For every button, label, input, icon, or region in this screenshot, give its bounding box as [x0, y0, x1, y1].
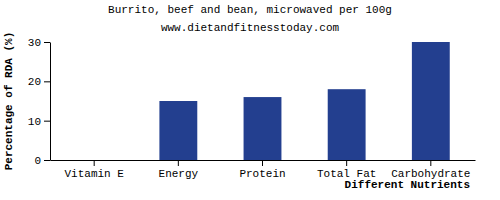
- x-tick-mark: [262, 160, 263, 166]
- title: Burrito, beef and bean, microwaved per 1…: [108, 4, 392, 16]
- y-tick: 10: [28, 116, 50, 128]
- x-tick: Carbohydrate: [391, 160, 470, 180]
- x-tick-label: Total Fat: [317, 168, 376, 180]
- y-tick-label: 30: [28, 37, 41, 49]
- y-tick: 30: [28, 37, 50, 49]
- bar: [328, 89, 366, 160]
- axis-line: [50, 43, 51, 161]
- y-tick-mark: [44, 121, 50, 122]
- x-tick: Protein: [239, 160, 285, 180]
- subtitle: www.dietandfitnesstoday.com: [161, 22, 340, 34]
- y-tick-label: 10: [28, 116, 41, 128]
- y-axis-title: Percentage of RDA (%): [3, 32, 15, 171]
- x-axis-title: Different Nutrients: [345, 179, 470, 191]
- x-tick-mark: [94, 160, 95, 166]
- bar: [75, 160, 113, 161]
- bar: [244, 97, 282, 160]
- plot: 0 10 20 30 Vitamin E Energy Protein Total Fat Ca…: [28, 37, 476, 180]
- y-tick-mark: [44, 81, 50, 82]
- x-tick: Energy: [159, 160, 199, 180]
- x-tick-label: Carbohydrate: [391, 168, 470, 180]
- x-tick-label: Vitamin E: [64, 168, 124, 180]
- y-tick: 0: [34, 155, 50, 167]
- x-tick-mark: [178, 160, 179, 166]
- x-tick-mark: [430, 160, 431, 166]
- y-axis: 0 10 20 30: [28, 37, 51, 167]
- bar: [412, 42, 450, 160]
- x-tick: Total Fat: [317, 160, 376, 180]
- x-tick-label: Protein: [239, 168, 285, 180]
- y-tick: 20: [28, 76, 50, 88]
- x-axis: Vitamin E Energy Protein Total Fat Carbohydr…: [51, 160, 476, 180]
- y-tick-mark: [44, 42, 50, 43]
- x-tick-label: Energy: [159, 168, 199, 180]
- x-tick: Vitamin E: [64, 160, 124, 180]
- bar: [159, 101, 197, 160]
- bars: [159, 42, 449, 160]
- x-tick-mark: [346, 160, 347, 166]
- y-tick-mark: [44, 160, 50, 161]
- y-tick-label: 0: [34, 155, 41, 167]
- y-tick-label: 20: [28, 76, 41, 88]
- chart: 0 10 20 30 Vitamin E Energy Protein Total Fat Ca…: [0, 0, 500, 200]
